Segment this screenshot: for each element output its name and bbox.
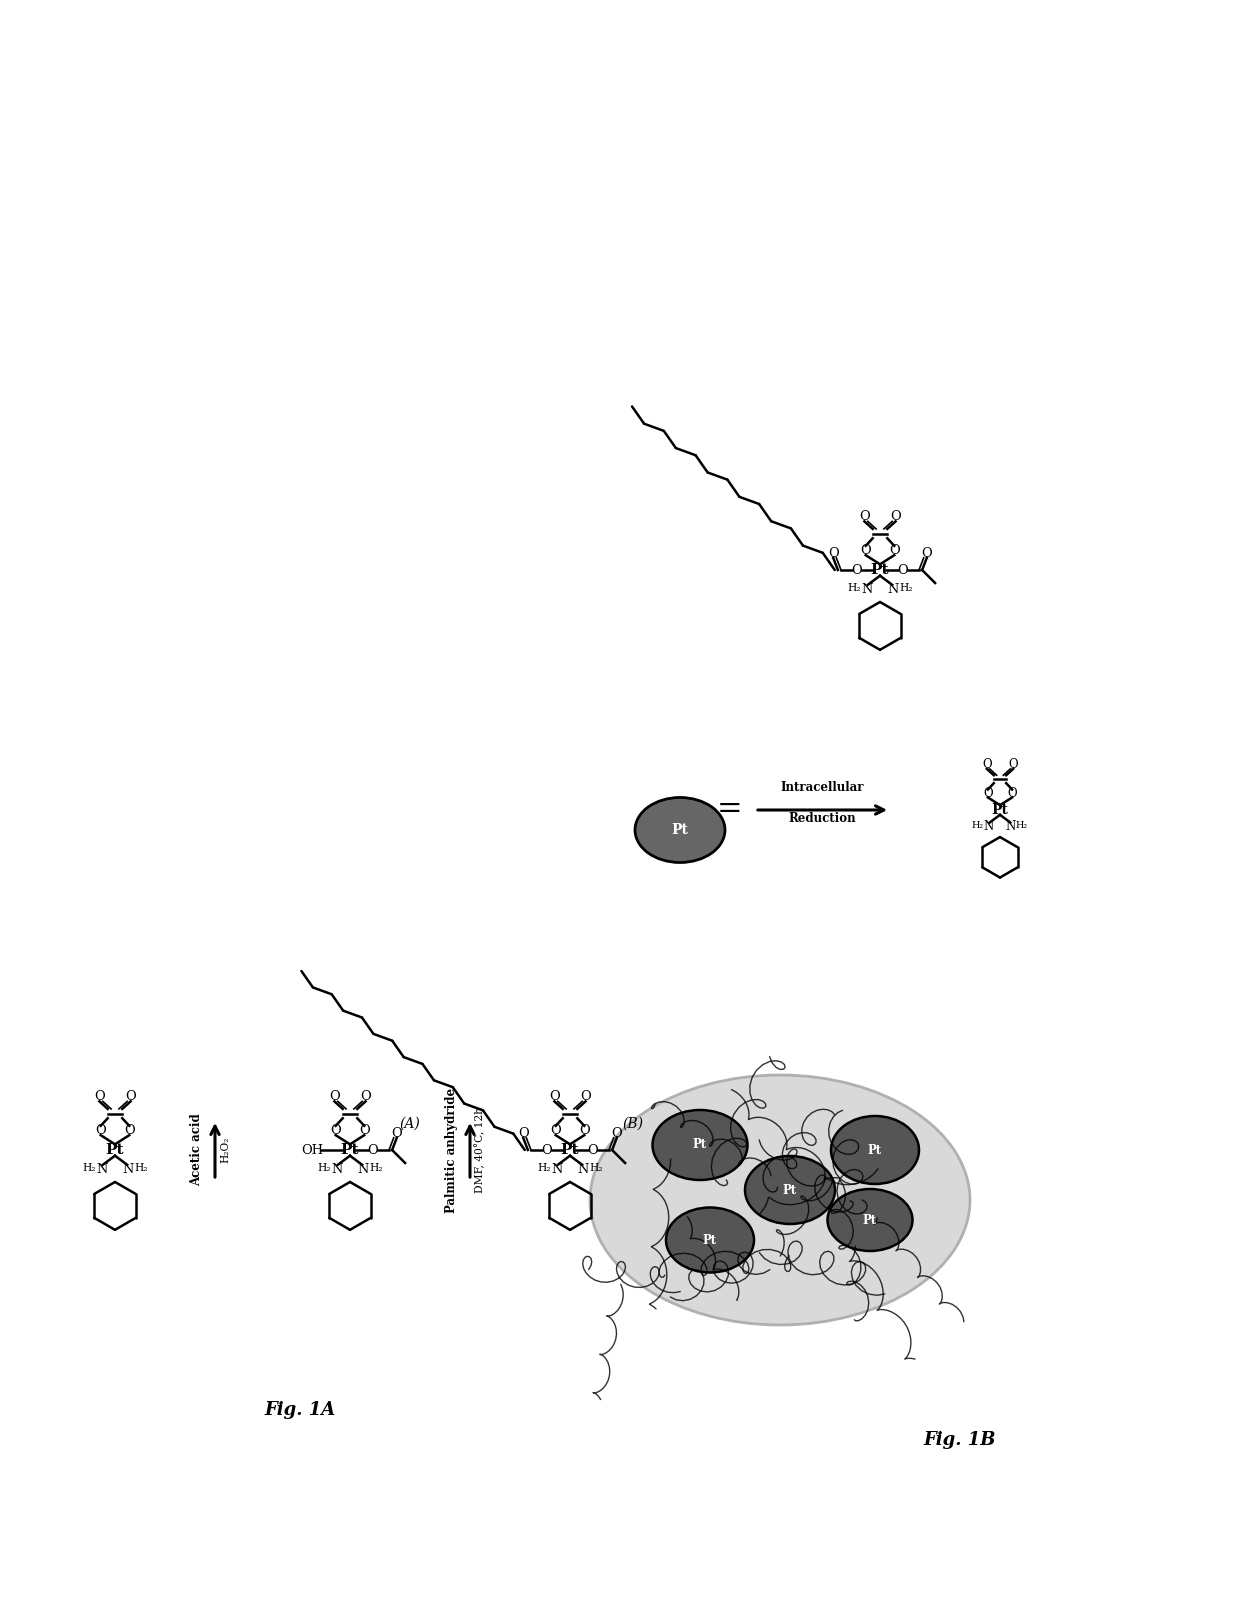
Ellipse shape — [666, 1207, 754, 1272]
Text: Reduction: Reduction — [789, 812, 857, 825]
Text: N: N — [123, 1164, 134, 1177]
Text: H₂: H₂ — [82, 1164, 95, 1173]
Text: Pt: Pt — [870, 563, 889, 576]
Text: =: = — [717, 794, 743, 825]
Ellipse shape — [831, 1115, 919, 1185]
Text: O: O — [330, 1123, 341, 1136]
Text: O: O — [889, 544, 900, 557]
Text: H₂: H₂ — [1016, 822, 1028, 830]
Text: Intracellular: Intracellular — [781, 781, 864, 794]
Text: O: O — [124, 1123, 135, 1136]
Text: H₂: H₂ — [317, 1164, 331, 1173]
Text: Acetic acid: Acetic acid — [190, 1114, 203, 1186]
Text: O: O — [982, 759, 992, 771]
Text: O: O — [921, 547, 932, 560]
Text: OH: OH — [301, 1143, 324, 1157]
Text: O: O — [329, 1089, 340, 1104]
Text: O: O — [518, 1127, 528, 1139]
Text: O: O — [898, 563, 908, 576]
Text: O: O — [1007, 788, 1017, 801]
Ellipse shape — [635, 797, 725, 862]
Text: O: O — [579, 1123, 590, 1136]
Text: O: O — [1008, 759, 1018, 771]
Text: O: O — [859, 510, 869, 523]
Text: N: N — [552, 1164, 563, 1177]
Text: H₂: H₂ — [899, 583, 913, 594]
Text: Pt: Pt — [105, 1143, 124, 1157]
Text: O: O — [551, 1123, 560, 1136]
Text: DMF, 40°C, 12h: DMF, 40°C, 12h — [475, 1107, 486, 1193]
Text: O: O — [542, 1143, 553, 1157]
Text: O: O — [852, 563, 863, 576]
Text: H₂: H₂ — [134, 1164, 148, 1173]
Text: Pt: Pt — [560, 1143, 579, 1157]
Ellipse shape — [745, 1156, 835, 1223]
Text: N: N — [97, 1164, 108, 1177]
Text: O: O — [983, 788, 993, 801]
Text: Pt: Pt — [782, 1183, 797, 1196]
Text: H₂: H₂ — [847, 583, 861, 594]
Ellipse shape — [652, 1110, 748, 1180]
Text: Pt: Pt — [341, 1143, 360, 1157]
Text: O: O — [367, 1143, 378, 1157]
Text: O: O — [392, 1127, 402, 1139]
Text: Pt: Pt — [868, 1143, 882, 1157]
Text: Pt: Pt — [693, 1138, 707, 1151]
Text: O: O — [549, 1089, 559, 1104]
Text: O: O — [580, 1089, 591, 1104]
Text: O: O — [95, 1123, 107, 1136]
Text: O: O — [361, 1089, 371, 1104]
Text: H₂: H₂ — [589, 1164, 603, 1173]
Text: O: O — [861, 544, 870, 557]
Text: Fig. 1A: Fig. 1A — [264, 1401, 336, 1419]
Text: O: O — [125, 1089, 136, 1104]
Ellipse shape — [827, 1190, 913, 1251]
Text: N: N — [862, 583, 873, 596]
Ellipse shape — [590, 1075, 970, 1325]
Text: O: O — [94, 1089, 104, 1104]
Text: H₂: H₂ — [370, 1164, 383, 1173]
Text: N: N — [578, 1164, 589, 1177]
Text: O: O — [358, 1123, 370, 1136]
Text: Fig. 1B: Fig. 1B — [924, 1432, 996, 1449]
Text: Pt: Pt — [992, 804, 1008, 817]
Text: N: N — [357, 1164, 368, 1177]
Text: Pt: Pt — [672, 823, 688, 838]
Text: (A): (A) — [399, 1117, 420, 1131]
Text: Palmitic anhydride: Palmitic anhydride — [445, 1088, 458, 1212]
Text: N: N — [983, 820, 994, 833]
Text: N: N — [1006, 820, 1016, 833]
Text: O: O — [588, 1143, 598, 1157]
Text: H₂: H₂ — [972, 822, 985, 830]
Text: Pt: Pt — [863, 1214, 877, 1227]
Text: H₂O₂: H₂O₂ — [219, 1136, 229, 1164]
Text: (B): (B) — [622, 1117, 642, 1131]
Text: O: O — [890, 510, 901, 523]
Text: H₂: H₂ — [537, 1164, 551, 1173]
Text: O: O — [828, 547, 838, 560]
Text: N: N — [331, 1164, 342, 1177]
Text: Pt: Pt — [703, 1233, 717, 1246]
Text: N: N — [888, 583, 899, 596]
Text: O: O — [611, 1127, 622, 1139]
